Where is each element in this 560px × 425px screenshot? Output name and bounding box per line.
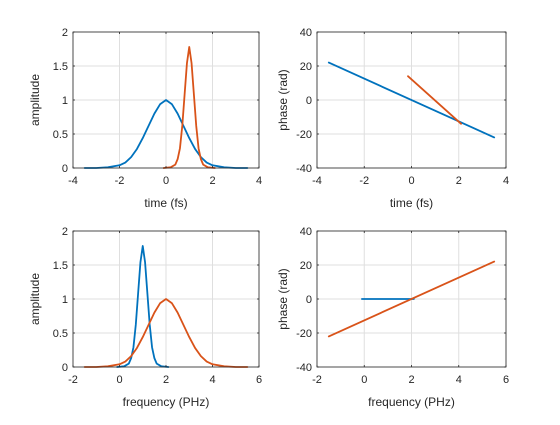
x-tick-label: 4 (456, 374, 462, 386)
y-tick-label: 0 (306, 95, 312, 107)
x-tick-label: 2 (408, 374, 414, 386)
y-axis-label: amplitude (28, 74, 42, 126)
y-axis-label: phase (rad) (276, 268, 290, 329)
x-tick-label: -2 (359, 175, 369, 187)
x-tick-label: 0 (116, 374, 122, 386)
y-tick-label: 1.5 (53, 61, 68, 73)
y-tick-label: 40 (300, 226, 312, 238)
y-tick-label: -20 (296, 328, 312, 340)
x-axis-label: time (fs) (390, 196, 433, 210)
x-tick-label: 4 (503, 175, 509, 187)
x-tick-label: 6 (503, 374, 509, 386)
x-tick-label: -2 (115, 175, 125, 187)
x-tick-label: 6 (256, 374, 262, 386)
x-tick-label: 4 (256, 175, 262, 187)
x-tick-label: -2 (68, 374, 78, 386)
y-tick-label: -20 (296, 129, 312, 141)
y-tick-label: 1 (62, 294, 68, 306)
x-tick-label: 4 (209, 374, 215, 386)
y-tick-label: 2 (62, 27, 68, 39)
x-tick-label: 2 (209, 175, 215, 187)
x-tick-label: -2 (312, 374, 322, 386)
x-tick-label: 2 (456, 175, 462, 187)
y-tick-label: 0 (306, 294, 312, 306)
x-tick-label: 2 (163, 374, 169, 386)
x-axis-label: frequency (PHz) (368, 395, 455, 409)
y-tick-label: 0.5 (53, 328, 68, 340)
y-tick-label: 0 (62, 163, 68, 175)
y-tick-label: 0.5 (53, 129, 68, 141)
series-line-1 (327, 61, 496, 139)
y-axis-label: phase (rad) (276, 69, 290, 130)
x-axis-label: time (fs) (144, 196, 187, 210)
y-axis-label: amplitude (28, 273, 42, 325)
subplot-1: -4 -2 0 2 4 0 0.5 1 1.5 2 time (fs) amplitude (28, 27, 262, 210)
series-line-2 (407, 75, 463, 125)
x-axis-label: frequency (PHz) (123, 395, 210, 409)
x-tick-label: 0 (361, 374, 367, 386)
y-tick-label: 0 (62, 362, 68, 374)
y-tick-label: 1.5 (53, 260, 68, 272)
series-line-2 (83, 298, 249, 368)
x-tick-label: 0 (163, 175, 169, 187)
y-tick-label: 20 (300, 260, 312, 272)
x-tick-label: -4 (68, 175, 78, 187)
y-tick-label: 1 (62, 95, 68, 107)
series-line-1 (83, 99, 249, 169)
y-tick-label: 2 (62, 226, 68, 238)
y-tick-label: -40 (296, 163, 312, 175)
y-tick-label: 20 (300, 61, 312, 73)
series-line-1 (116, 245, 170, 368)
series-line-2 (162, 46, 216, 169)
y-tick-label: -40 (296, 362, 312, 374)
x-tick-label: 0 (408, 175, 414, 187)
series-line-2 (327, 260, 496, 338)
x-tick-label: -4 (312, 175, 322, 187)
y-tick-label: 40 (300, 27, 312, 39)
